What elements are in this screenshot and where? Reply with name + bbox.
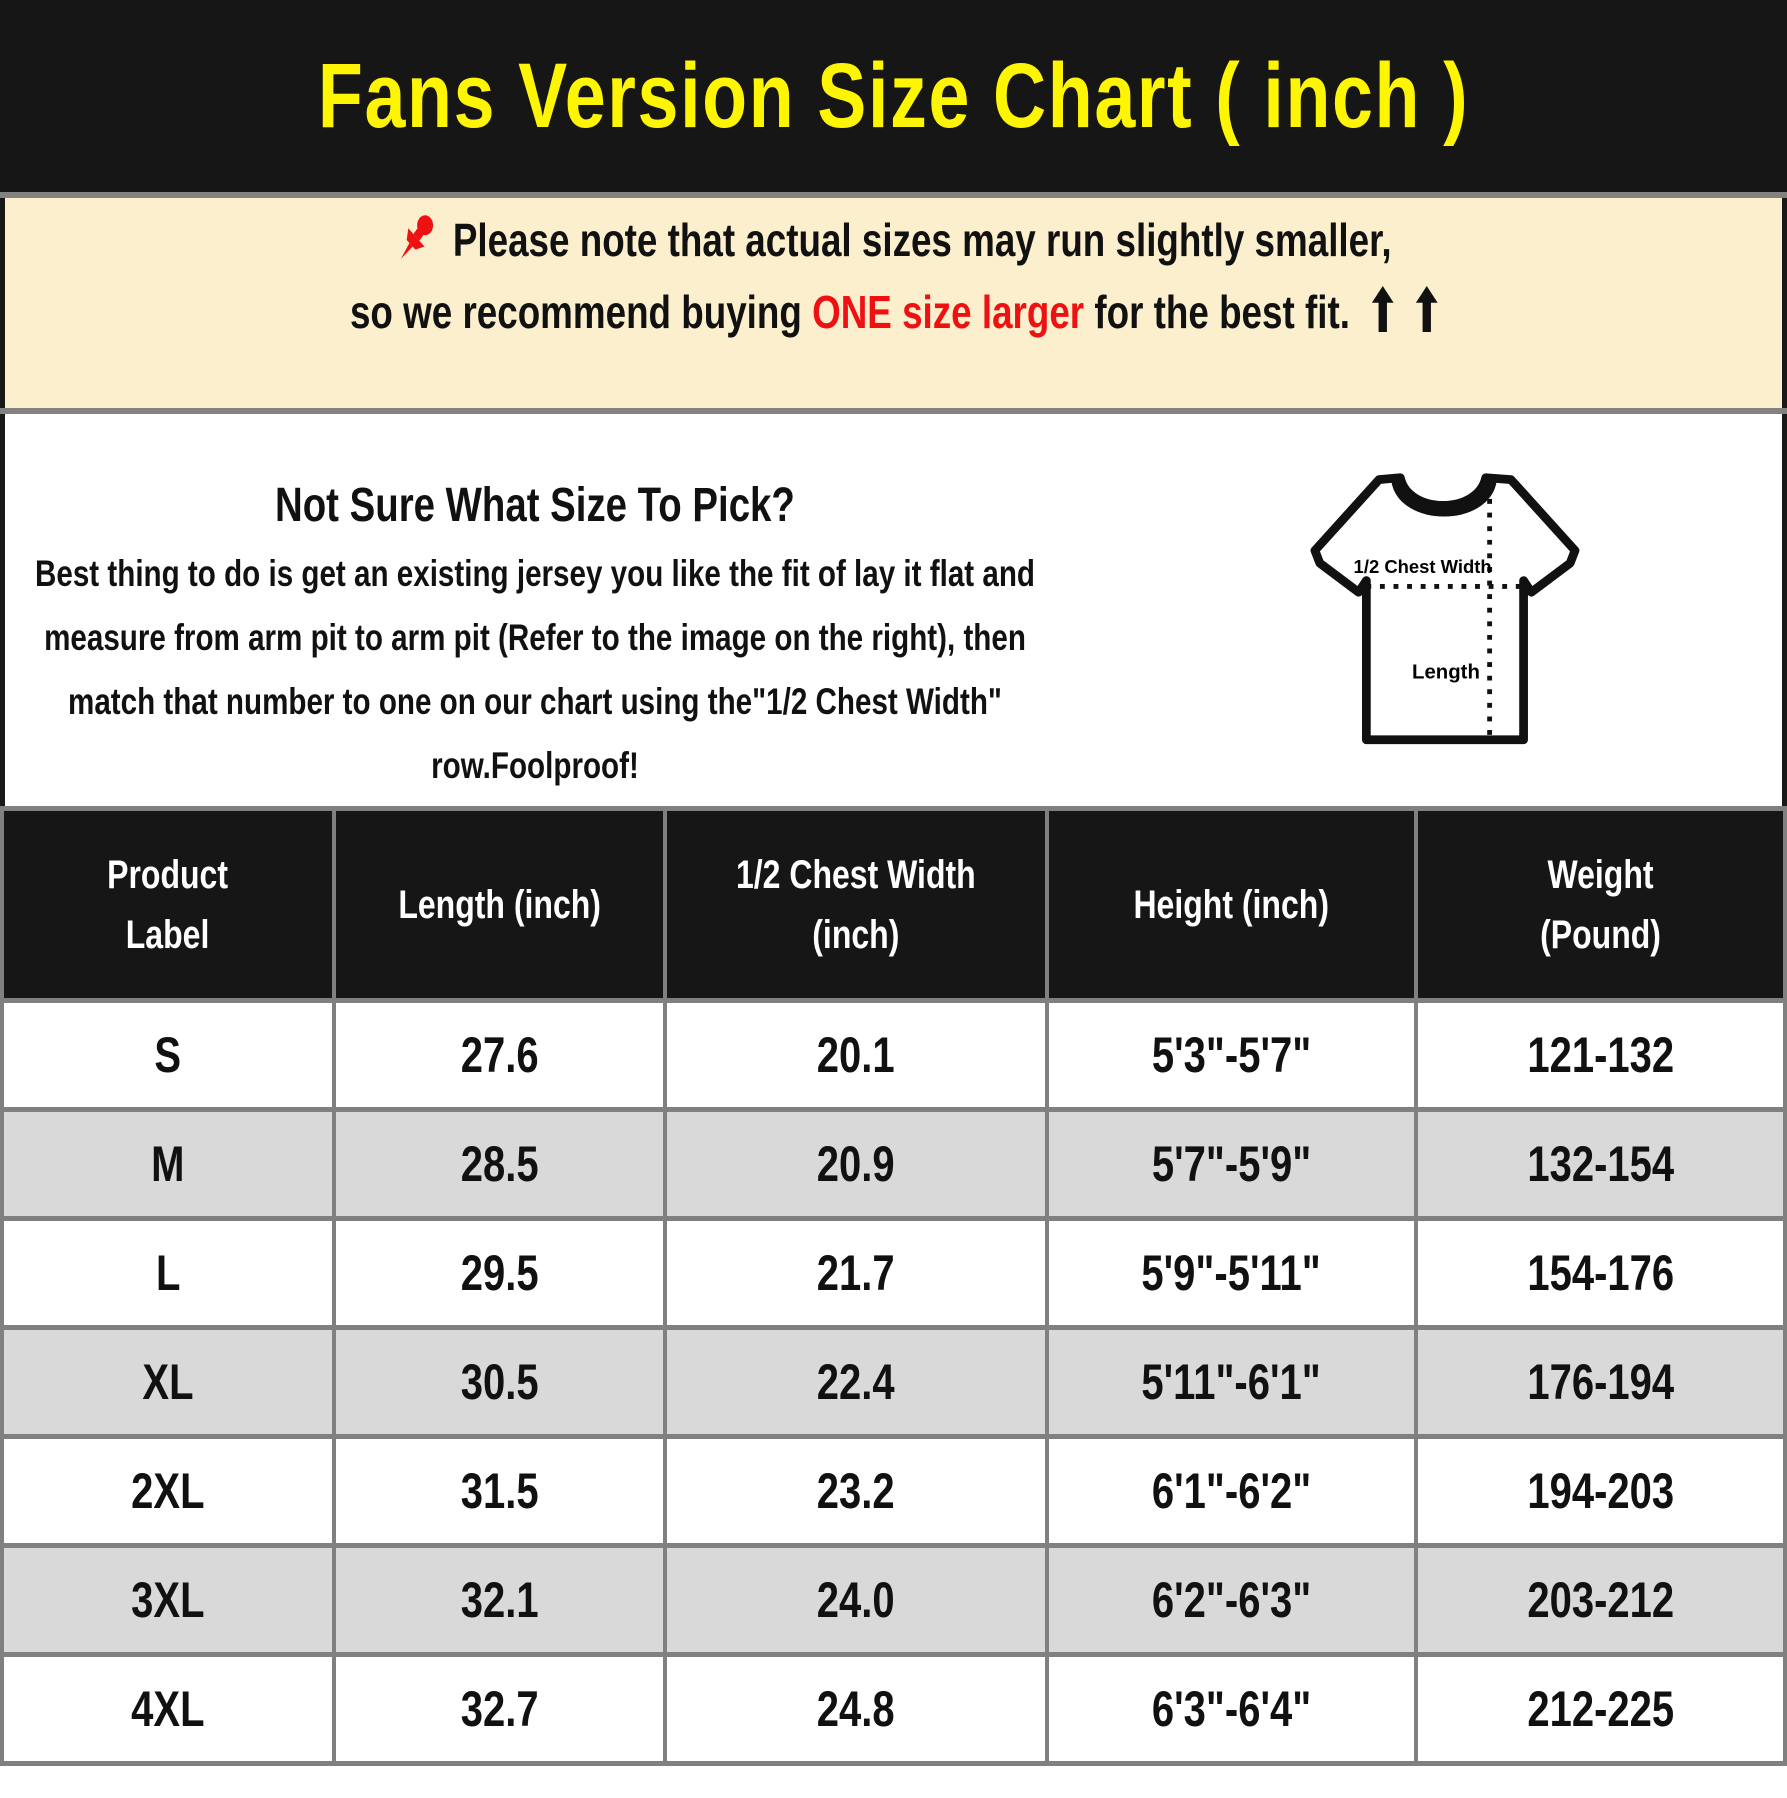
- size-cell: 4XL: [0, 1652, 336, 1766]
- guide-text-column: Not Sure What Size To Pick? Best thing t…: [5, 414, 1065, 806]
- table-row: M 28.5 20.9 5'7"-5'9" 132-154: [0, 1107, 1787, 1221]
- notice-text-2b: for the best fit.: [1083, 286, 1350, 338]
- size-cell: 30.5: [331, 1325, 668, 1439]
- table-row: L 29.5 21.7 5'9"-5'11" 154-176: [0, 1216, 1787, 1330]
- column-header: 1/2 Chest Width (inch): [663, 806, 1049, 1003]
- size-cell: 6'2"-6'3": [1044, 1543, 1418, 1657]
- notice-text-1: Please note that actual sizes may run sl…: [453, 214, 1392, 266]
- size-cell: 24.8: [663, 1652, 1049, 1766]
- size-table-header-row: Product Label Length (inch) 1/2 Chest Widt…: [0, 806, 1787, 1003]
- size-cell: 31.5: [331, 1434, 668, 1548]
- column-header: Length (inch): [331, 806, 668, 1003]
- size-cell: M: [0, 1107, 336, 1221]
- up-arrow-icon: [1415, 286, 1437, 332]
- chest-width-label: 1/2 Chest Width: [1353, 556, 1491, 577]
- length-label: Length: [1412, 662, 1480, 684]
- size-cell: 20.1: [663, 998, 1049, 1112]
- size-cell: 22.4: [663, 1325, 1049, 1439]
- measuring-guide-section: Not Sure What Size To Pick? Best thing t…: [0, 414, 1787, 806]
- notice-text-2a: so we recommend buying: [349, 286, 812, 338]
- page-title: Fans Version Size Chart ( inch ): [317, 44, 1470, 147]
- guide-diagram-column: 1/2 Chest Width Length: [1065, 414, 1782, 806]
- notice-line-1: Please note that actual sizes may run sl…: [5, 204, 1782, 276]
- size-cell: 32.1: [331, 1543, 668, 1657]
- pushpin-icon: [401, 215, 434, 259]
- guide-heading: Not Sure What Size To Pick?: [275, 479, 795, 532]
- size-table: Product Label Length (inch) 1/2 Chest Widt…: [0, 806, 1787, 1766]
- table-row: 2XL 31.5 23.2 6'1"-6'2" 194-203: [0, 1434, 1787, 1548]
- table-row: S 27.6 20.1 5'3"-5'7" 121-132: [0, 998, 1787, 1112]
- size-cell: 154-176: [1413, 1216, 1787, 1330]
- size-cell: L: [0, 1216, 336, 1330]
- notice-highlight: ONE size larger: [811, 286, 1084, 338]
- notice-panel: Please note that actual sizes may run sl…: [0, 198, 1787, 408]
- size-cell: 132-154: [1413, 1107, 1787, 1221]
- size-cell: 5'11"-6'1": [1044, 1325, 1418, 1439]
- table-row: XL 30.5 22.4 5'11"-6'1" 176-194: [0, 1325, 1787, 1439]
- size-cell: 20.9: [663, 1107, 1049, 1221]
- column-header: Height (inch): [1044, 806, 1418, 1003]
- up-arrow-icon: [1371, 286, 1394, 332]
- divider: [0, 192, 1787, 198]
- table-row: 3XL 32.1 24.0 6'2"-6'3" 203-212: [0, 1543, 1787, 1657]
- size-cell: 203-212: [1413, 1543, 1787, 1657]
- size-cell: 27.6: [331, 998, 668, 1112]
- divider: [0, 408, 1787, 414]
- size-cell: 5'7"-5'9": [1044, 1107, 1418, 1221]
- column-header: Weight (Pound): [1413, 806, 1787, 1003]
- tshirt-measure-diagram: 1/2 Chest Width Length: [1310, 473, 1579, 745]
- size-cell: S: [0, 998, 336, 1112]
- size-cell: 29.5: [331, 1216, 668, 1330]
- size-cell: 24.0: [663, 1543, 1049, 1657]
- size-cell: 32.7: [331, 1652, 668, 1766]
- size-cell: 6'1"-6'2": [1044, 1434, 1418, 1548]
- guide-instructions: Best thing to do is get an existing jers…: [35, 553, 1035, 786]
- size-cell: 212-225: [1413, 1652, 1787, 1766]
- notice-line-2: so we recommend buying ONE size larger f…: [5, 276, 1782, 348]
- size-cell: 5'3"-5'7": [1044, 998, 1418, 1112]
- size-cell: 21.7: [663, 1216, 1049, 1330]
- size-cell: 121-132: [1413, 998, 1787, 1112]
- size-table-body: S 27.6 20.1 5'3"-5'7" 121-132 M 28.5 20.9 5'7"-5…: [0, 998, 1787, 1766]
- column-header: Product Label: [0, 806, 336, 1003]
- size-cell: XL: [0, 1325, 336, 1439]
- table-row: 4XL 32.7 24.8 6'3"-6'4" 212-225: [0, 1652, 1787, 1766]
- size-cell: 5'9"-5'11": [1044, 1216, 1418, 1330]
- size-cell: 23.2: [663, 1434, 1049, 1548]
- size-cell: 194-203: [1413, 1434, 1787, 1548]
- size-cell: 6'3"-6'4": [1044, 1652, 1418, 1766]
- size-cell: 3XL: [0, 1543, 336, 1657]
- size-cell: 2XL: [0, 1434, 336, 1548]
- title-banner: Fans Version Size Chart ( inch ): [0, 0, 1787, 192]
- size-cell: 176-194: [1413, 1325, 1787, 1439]
- size-cell: 28.5: [331, 1107, 668, 1221]
